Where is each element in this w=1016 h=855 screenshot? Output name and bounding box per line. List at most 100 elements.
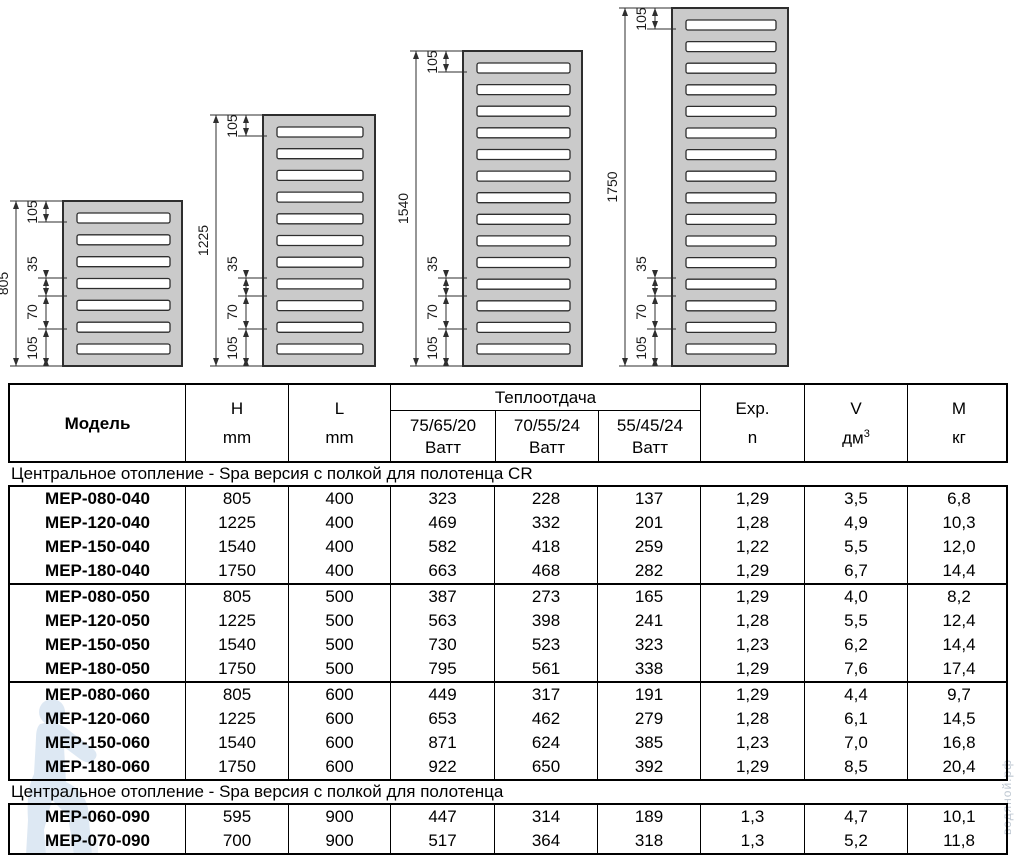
cell-heat-75-65-20: 469 [390, 511, 494, 535]
cell-h-mm: 805 [185, 487, 288, 511]
cell-mass-kg: 14,5 [907, 707, 1010, 731]
model-label: Модель [64, 413, 131, 433]
svg-text:105: 105 [224, 336, 240, 360]
cell-heat-70-55-24: 418 [494, 535, 597, 559]
cell-heat-55-45-24: 323 [597, 633, 700, 657]
svg-text:105: 105 [24, 336, 40, 360]
v-unit: дм3 [842, 427, 870, 448]
cell-model: MEP-080-060 [45, 685, 150, 704]
exp-symbol: Exp. [735, 399, 770, 418]
col-header-l: L mm [288, 385, 390, 461]
cell-heat-70-55-24: 561 [494, 657, 597, 681]
cell-mass-kg: 16,8 [907, 731, 1010, 755]
cell-h-mm: 805 [185, 683, 288, 707]
col-header-volume: V дм3 [804, 385, 907, 461]
svg-text:105: 105 [424, 50, 440, 74]
svg-text:70: 70 [224, 304, 240, 320]
cell-l-mm: 500 [288, 657, 390, 681]
cell-exp-n: 1,29 [700, 487, 804, 511]
svg-text:70: 70 [424, 304, 440, 320]
cell-model: MEP-150-060 [45, 733, 150, 752]
dimension-drawings: 805 105 35 70 105 1225 105 35 70 105 1540 105 35 70 10… [0, 7, 789, 367]
table-block: MEP-060-090 595 900 447 314 189 1,3 4,7 10,1 MEP-… [8, 803, 1008, 855]
cell-volume-dm3: 4,9 [804, 511, 907, 535]
cell-model: MEP-120-060 [45, 709, 150, 728]
cell-exp-n: 1,23 [700, 731, 804, 755]
table-body: Центральное отопление - Spa версия с пол… [8, 463, 1008, 855]
cell-mass-kg: 12,0 [907, 535, 1010, 559]
cell-l-mm: 600 [288, 755, 390, 779]
cell-heat-75-65-20: 663 [390, 559, 494, 583]
svg-text:805: 805 [0, 272, 11, 296]
cell-l-mm: 600 [288, 707, 390, 731]
cell-exp-n: 1,29 [700, 755, 804, 779]
cell-l-mm: 600 [288, 731, 390, 755]
cell-mass-kg: 12,4 [907, 609, 1010, 633]
col-header-heat-output: Теплоотдача 75/65/20 Ватт 70/55/24 Ватт … [390, 385, 700, 461]
cell-heat-75-65-20: 582 [390, 535, 494, 559]
col-header-h: H mm [185, 385, 288, 461]
table-header: Модель H mm L mm Теплоотдача 75/65/20 Ва… [8, 383, 1008, 463]
cell-h-mm: 1540 [185, 731, 288, 755]
svg-text:105: 105 [24, 200, 40, 224]
cell-exp-n: 1,28 [700, 609, 804, 633]
cell-model: MEP-070-090 [45, 831, 150, 850]
heat-output-title: Теплоотдача [391, 385, 700, 411]
cell-heat-75-65-20: 795 [390, 657, 494, 681]
cell-h-mm: 700 [185, 829, 288, 853]
svg-text:1750: 1750 [604, 171, 620, 202]
cell-heat-55-45-24: 392 [597, 755, 700, 779]
radiator-drawing-1225: 1225 105 35 70 105 [195, 114, 376, 367]
cell-volume-dm3: 3,5 [804, 487, 907, 511]
cell-heat-70-55-24: 228 [494, 487, 597, 511]
cell-heat-70-55-24: 523 [494, 633, 597, 657]
svg-text:105: 105 [424, 336, 440, 360]
cell-mass-kg: 14,4 [907, 559, 1010, 583]
cell-model: MEP-150-040 [45, 537, 150, 556]
col-header-heat-55-45-24: 55/45/24 Ватт [598, 411, 701, 461]
cell-volume-dm3: 5,5 [804, 535, 907, 559]
exp-unit: n [747, 428, 758, 447]
l-symbol: L [334, 399, 345, 418]
section-title: Центральное отопление - Spa версия с пол… [11, 782, 504, 801]
cell-heat-55-45-24: 259 [597, 535, 700, 559]
spec-table: Модель H mm L mm Теплоотдача 75/65/20 Ва… [8, 383, 1008, 855]
cell-h-mm: 1540 [185, 535, 288, 559]
svg-text:105: 105 [633, 336, 649, 360]
cell-heat-75-65-20: 447 [390, 805, 494, 829]
cell-mass-kg: 6,8 [907, 487, 1010, 511]
cell-heat-70-55-24: 364 [494, 829, 597, 853]
cell-l-mm: 400 [288, 535, 390, 559]
cell-model: MEP-120-040 [45, 513, 150, 532]
cell-exp-n: 1,3 [700, 829, 804, 853]
cell-volume-dm3: 7,0 [804, 731, 907, 755]
cell-model: MEP-080-050 [45, 587, 150, 606]
cell-heat-70-55-24: 624 [494, 731, 597, 755]
cell-heat-55-45-24: 318 [597, 829, 700, 853]
cell-heat-55-45-24: 191 [597, 683, 700, 707]
cell-l-mm: 400 [288, 511, 390, 535]
cell-exp-n: 1,29 [700, 585, 804, 609]
cell-h-mm: 1750 [185, 657, 288, 681]
cell-exp-n: 1,23 [700, 633, 804, 657]
cell-l-mm: 900 [288, 829, 390, 853]
cell-heat-75-65-20: 871 [390, 731, 494, 755]
cell-heat-75-65-20: 323 [390, 487, 494, 511]
cell-mass-kg: 10,3 [907, 511, 1010, 535]
l-unit: mm [325, 428, 354, 447]
svg-text:105: 105 [633, 7, 649, 31]
cell-heat-70-55-24: 398 [494, 609, 597, 633]
cell-heat-70-55-24: 332 [494, 511, 597, 535]
cell-mass-kg: 9,7 [907, 683, 1010, 707]
cell-mass-kg: 8,2 [907, 585, 1010, 609]
svg-text:1225: 1225 [195, 225, 211, 256]
cell-model: MEP-080-040 [45, 489, 150, 508]
cell-heat-55-45-24: 338 [597, 657, 700, 681]
cell-l-mm: 400 [288, 487, 390, 511]
cell-heat-55-45-24: 282 [597, 559, 700, 583]
table-block: MEP-080-050 805 500 387 273 165 1,29 4,0 8,2 MEP-… [8, 583, 1008, 683]
cell-heat-55-45-24: 137 [597, 487, 700, 511]
cell-l-mm: 500 [288, 633, 390, 657]
cell-model: MEP-180-040 [45, 561, 150, 580]
cell-exp-n: 1,28 [700, 511, 804, 535]
